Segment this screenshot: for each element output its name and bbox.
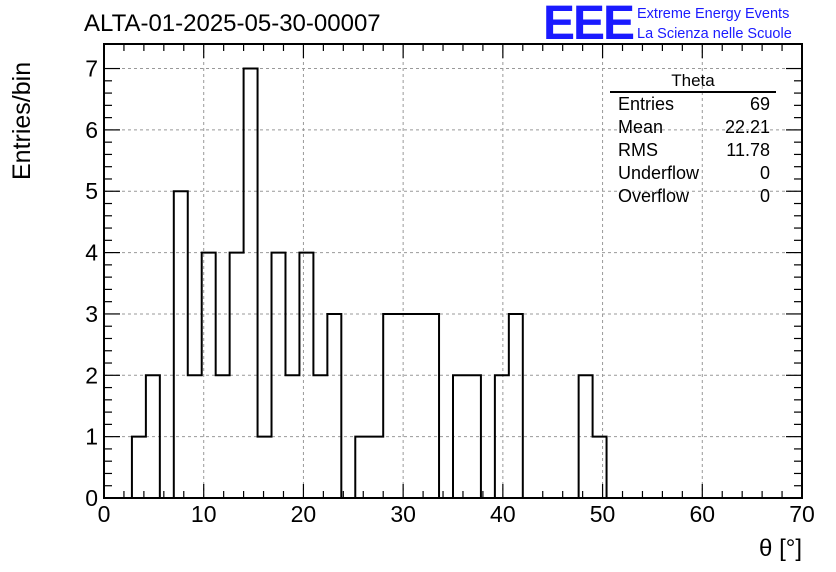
y-tick-label: 6 — [85, 117, 98, 143]
x-tick-label: 50 — [590, 501, 616, 527]
stats-label: RMS — [618, 140, 658, 160]
eee-logo: EEE — [543, 0, 635, 50]
y-tick-label: 3 — [85, 301, 98, 327]
x-tick-label: 70 — [789, 501, 815, 527]
stats-label: Entries — [618, 94, 675, 114]
stats-label: Underflow — [618, 163, 700, 183]
logo-caption-line2: La Scienza nelle Scuole — [637, 26, 792, 42]
stats-value: 0 — [759, 186, 770, 206]
stats-value: 0 — [759, 163, 770, 183]
x-tick-label: 0 — [98, 501, 111, 527]
stats-value: 22.21 — [724, 117, 770, 137]
stats-row-overflow: Overflow 0 — [610, 185, 776, 208]
x-tick-label: 30 — [390, 501, 416, 527]
y-tick-label: 0 — [85, 485, 98, 511]
axis-ticks — [103, 44, 803, 499]
stats-title: Theta — [610, 71, 776, 93]
logo-caption-line1: Extreme Energy Events — [637, 6, 790, 22]
plot-frame — [103, 43, 803, 499]
stats-box: Theta Entries 69 Mean 22.21 RMS 11.78 Un… — [610, 71, 776, 208]
y-tick-label: 1 — [85, 424, 98, 450]
x-tick-label: 40 — [490, 501, 516, 527]
stats-row-entries: Entries 69 — [610, 93, 776, 116]
y-axis-label: Entries/bin — [8, 61, 36, 180]
logo-caption: Extreme Energy Events La Scienza nelle S… — [637, 4, 792, 44]
y-tick-label: 5 — [85, 178, 98, 204]
x-tick-label: 60 — [689, 501, 715, 527]
stats-row-underflow: Underflow 0 — [610, 162, 776, 185]
stats-value: 11.78 — [726, 140, 770, 160]
x-tick-label: 20 — [291, 501, 317, 527]
x-axis-label: θ [°] — [759, 535, 802, 562]
stats-label: Overflow — [618, 186, 690, 206]
stats-label: Mean — [618, 117, 664, 137]
plot-border — [103, 43, 803, 499]
y-tick-label: 4 — [85, 240, 98, 266]
stats-row-mean: Mean 22.21 — [610, 116, 776, 139]
y-tick-label: 7 — [85, 56, 98, 82]
chart-title: ALTA-01-2025-05-30-00007 — [84, 10, 381, 37]
x-tick-label: 10 — [191, 501, 217, 527]
y-tick-label: 2 — [85, 362, 98, 388]
stats-row-rms: RMS 11.78 — [610, 139, 776, 162]
axis-tick-labels: 0 10 20 30 40 50 60 70 0 1 2 3 4 5 6 7 — [85, 56, 815, 527]
stats-value: 69 — [749, 94, 770, 114]
